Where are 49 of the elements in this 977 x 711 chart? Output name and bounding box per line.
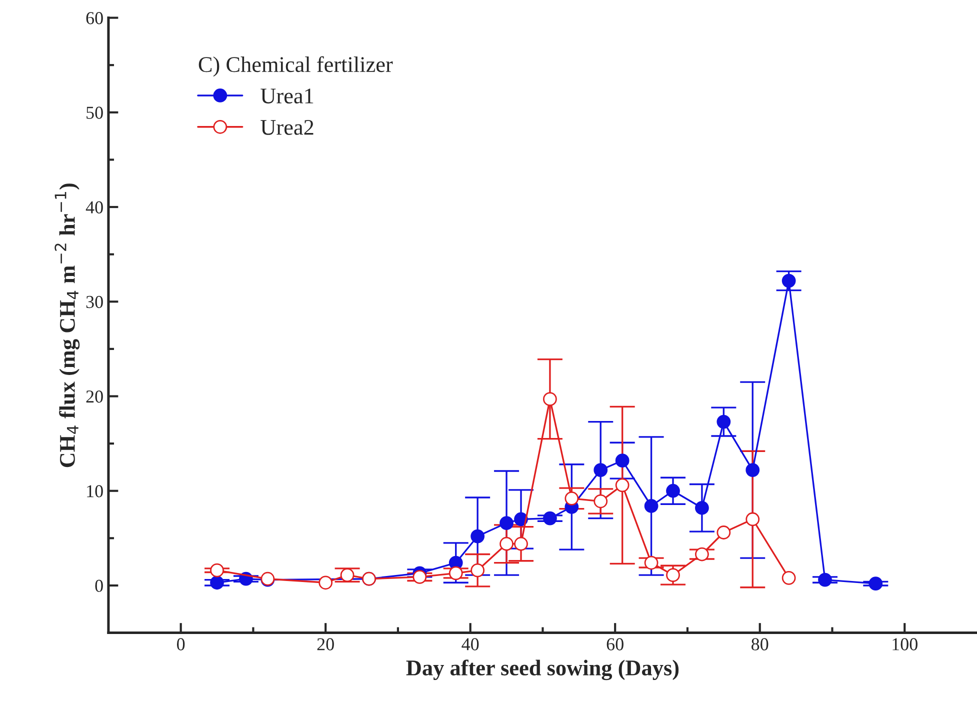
point bbox=[594, 494, 608, 508]
point bbox=[615, 478, 630, 492]
y-tick-label: 30 bbox=[86, 296, 103, 308]
point bbox=[514, 536, 528, 551]
point bbox=[564, 491, 579, 506]
legend-label: Urea2 bbox=[260, 120, 314, 135]
x-axis-title: Day after seed sowing (Days) bbox=[406, 660, 679, 680]
y-tick-label: 10 bbox=[87, 485, 103, 498]
y-tick-label: 0 bbox=[95, 580, 103, 592]
point bbox=[644, 556, 658, 570]
point bbox=[543, 392, 557, 406]
x-tick-label: 80 bbox=[752, 638, 768, 650]
point bbox=[470, 563, 485, 578]
point bbox=[340, 568, 354, 582]
point bbox=[695, 500, 709, 515]
x-tick-label: 0 bbox=[177, 638, 185, 650]
x-tick-label: 60 bbox=[606, 638, 624, 650]
point bbox=[500, 536, 514, 551]
point bbox=[318, 576, 333, 590]
point bbox=[716, 526, 731, 540]
point bbox=[615, 454, 630, 468]
point bbox=[746, 463, 760, 477]
point bbox=[543, 511, 557, 526]
point bbox=[868, 576, 883, 591]
legend-label: Urea1 bbox=[260, 88, 314, 104]
point bbox=[470, 529, 485, 544]
x-tick-label: 20 bbox=[317, 638, 334, 650]
text: CH$_{4}$ flux (mg CH$_{4}$ m$^{−2}$ hr$^{−1}$) bbox=[54, 184, 80, 468]
point bbox=[644, 499, 658, 513]
y-tick-label: 60 bbox=[86, 12, 103, 24]
point bbox=[716, 414, 731, 429]
point bbox=[695, 547, 709, 562]
point bbox=[746, 512, 760, 526]
point bbox=[666, 568, 680, 582]
point bbox=[818, 572, 832, 587]
x-tick-label: 100 bbox=[892, 638, 918, 650]
point bbox=[448, 566, 463, 580]
y-tick-label: 20 bbox=[86, 390, 103, 403]
x-tick-label: 40 bbox=[462, 638, 479, 650]
y-tick-label: 50 bbox=[86, 106, 103, 119]
point bbox=[782, 274, 796, 288]
legend-title: C) Chemical fertilizer bbox=[198, 56, 393, 77]
point bbox=[210, 576, 224, 590]
point bbox=[412, 570, 427, 584]
point bbox=[210, 563, 224, 578]
y-tick-label: 40 bbox=[86, 201, 103, 214]
point bbox=[666, 484, 680, 498]
point bbox=[594, 463, 608, 477]
point bbox=[500, 516, 514, 530]
